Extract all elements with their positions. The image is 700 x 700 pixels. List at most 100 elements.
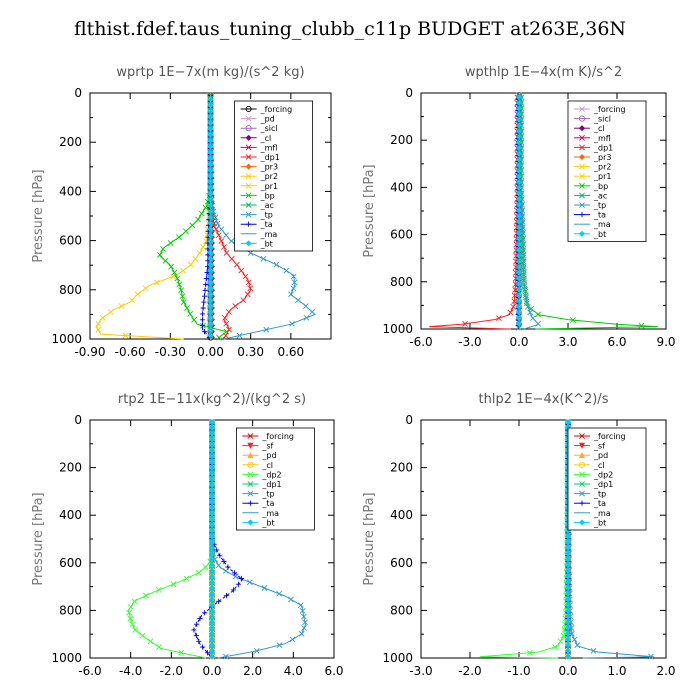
legend-label: _tp — [593, 201, 606, 210]
legend-label: _forcing — [260, 105, 293, 114]
x-tick-label: -3.0 — [458, 335, 481, 349]
legend-label: _dp1 — [260, 153, 280, 162]
legend-label: _pd — [260, 115, 275, 124]
x-tick-label: -0.30 — [155, 345, 186, 359]
x-tick-label: 6.0 — [607, 335, 626, 349]
y-tick-label: 0 — [405, 86, 413, 100]
y-tick-label: 1000 — [382, 651, 413, 665]
series-dp2 — [479, 419, 571, 659]
legend-label: _dp2 — [261, 470, 281, 479]
x-tick-label: 0.0 — [558, 664, 577, 678]
legend-label: _forcing — [593, 432, 626, 441]
y-tick-label: 600 — [59, 556, 82, 570]
legend-label: _bt — [261, 518, 274, 527]
series-bt — [207, 93, 214, 339]
legend-label: _bt — [260, 239, 273, 248]
chart-title: wprtp 1E−7x(m kg)/(s^2 kg) — [116, 65, 304, 80]
legend-label: _mfl — [593, 134, 611, 143]
y-tick-label: 400 — [390, 180, 413, 194]
legend-label: _dp1 — [593, 143, 613, 152]
y-tick-label: 600 — [390, 228, 413, 242]
legend-label: _pr1 — [593, 172, 611, 181]
y-axis-label: Pressure [hPa] — [362, 492, 377, 585]
legend-box — [567, 100, 647, 242]
legend-label: _ma — [260, 230, 278, 239]
y-tick-label: 1000 — [51, 332, 82, 346]
series-line — [193, 420, 244, 659]
series-pr1 — [95, 93, 214, 340]
legend-label: _mfl — [260, 143, 278, 152]
legend-label: _pr3 — [593, 153, 611, 162]
legend-label: _pr2 — [260, 172, 278, 181]
series-line — [429, 93, 518, 330]
series-dp2 — [126, 420, 215, 659]
legend-label: _forcing — [261, 432, 294, 441]
series-line — [96, 93, 211, 340]
x-tick-label: 2.0 — [243, 664, 262, 678]
legend-label: _dp1 — [593, 480, 613, 489]
legend-label: _sicl — [593, 115, 611, 124]
y-tick-label: 400 — [59, 508, 82, 522]
series-line — [479, 419, 568, 659]
x-tick-label: 1.0 — [607, 664, 626, 678]
legend-label: _ta — [260, 220, 273, 229]
legend-label: _ma — [261, 509, 279, 518]
chart-title: thlp2 1E−4x(K^2)/s — [479, 392, 609, 407]
y-tick-label: 1000 — [51, 651, 82, 665]
x-tick-label: 0.00 — [197, 345, 224, 359]
legend-label: _dp1 — [261, 480, 281, 489]
x-tick-label: 0.30 — [237, 345, 264, 359]
legend-label: _tp — [593, 490, 606, 499]
legend-label: _tp — [260, 211, 273, 220]
chart-panel-4: thlp2 1E−4x(K^2)/s Pressure [hPa] 0 200 400 6… — [362, 392, 676, 678]
y-tick-label: 200 — [59, 135, 82, 149]
series-bt — [515, 93, 523, 329]
x-tick-label: -6.0 — [409, 335, 432, 349]
legend-label: _bp — [260, 191, 275, 200]
chart-panel-1: wprtp 1E−7x(m kg)/(s^2 kg) Pressure [hPa]… — [31, 65, 332, 359]
x-tick-label: -1.0 — [507, 664, 530, 678]
legend-label: _sf — [593, 442, 605, 451]
y-tick-label: 0 — [74, 86, 82, 100]
x-tick-label: 0.0 — [509, 335, 528, 349]
chart-panel-3: rtp2 1E−11x(kg^2)/(kg^2 s) Pressure [hPa]… — [31, 392, 344, 678]
y-tick-label: 200 — [59, 461, 82, 475]
legend-label: _pr1 — [260, 182, 278, 191]
x-tick-label: -2.0 — [160, 664, 183, 678]
series-line — [210, 93, 316, 340]
legend-label: _sf — [261, 442, 273, 451]
y-tick-label: 200 — [390, 133, 413, 147]
legend-label: _dp2 — [593, 470, 613, 479]
y-tick-label: 200 — [390, 461, 413, 475]
figure-title: flthist.fdef.taus_tuning_clubb_c11p BUDG… — [73, 18, 627, 40]
legend-label: _pr3 — [260, 163, 278, 172]
legend-label: _pr2 — [593, 163, 611, 172]
legend-label: _bt — [593, 230, 606, 239]
x-tick-label: -3.0 — [409, 664, 432, 678]
chart-title: wpthlp 1E−4x(m K)/s^2 — [465, 65, 622, 80]
legend-label: _ta — [593, 499, 606, 508]
x-tick-label: -6.0 — [78, 664, 101, 678]
x-tick-label: 2.0 — [656, 664, 675, 678]
y-tick-label: 800 — [59, 283, 82, 297]
y-tick-label: 400 — [390, 508, 413, 522]
legend-label: _pd — [593, 451, 608, 460]
legend-label: _sicl — [260, 124, 278, 133]
legend-label: _pd — [261, 451, 276, 460]
y-tick-label: 800 — [390, 603, 413, 617]
x-tick-label: 4.0 — [284, 664, 303, 678]
legend-label: _ta — [593, 211, 606, 220]
chart-title: rtp2 1E−11x(kg^2)/(kg^2 s) — [118, 392, 306, 407]
y-tick-label: 600 — [59, 234, 82, 248]
x-tick-label: 0.60 — [277, 345, 304, 359]
series-bp — [156, 92, 230, 341]
legend-label: _cl — [260, 134, 272, 143]
legend: _forcing_sicl_cl_mfl_dp1_pr3_pr2_pr1_bp_… — [567, 100, 647, 242]
x-tick-label: -0.60 — [115, 345, 146, 359]
y-axis-label: Pressure [hPa] — [362, 164, 377, 257]
legend-label: _ma — [593, 220, 611, 229]
x-tick-label: -2.0 — [458, 664, 481, 678]
y-tick-label: 800 — [390, 275, 413, 289]
chart-panel-2: wpthlp 1E−4x(m K)/s^2 Pressure [hPa] 0 200 4… — [362, 65, 676, 349]
legend: _forcing_sf_pd_cl_dp2_dp1_tp_ta_ma_bt — [235, 427, 315, 531]
